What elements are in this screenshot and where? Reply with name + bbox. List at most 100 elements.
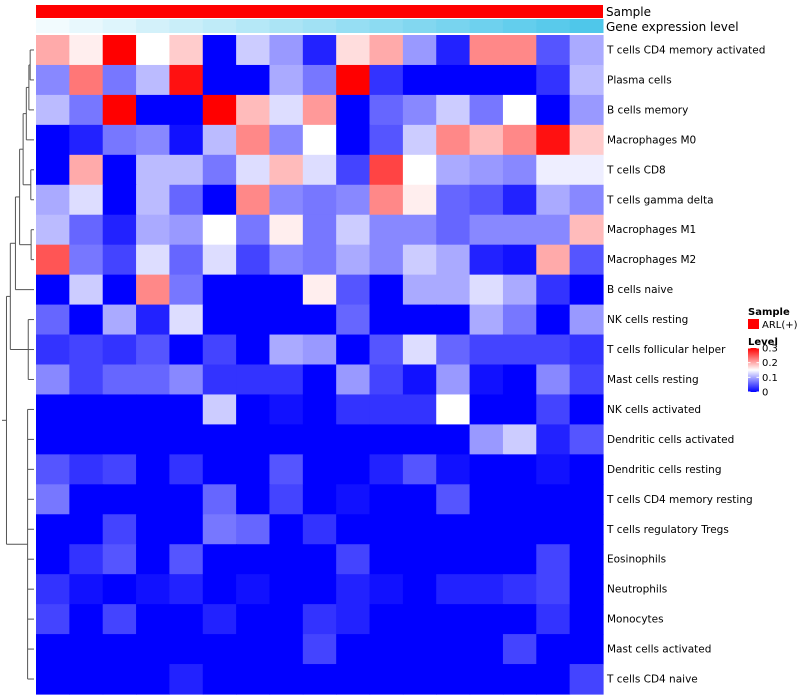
heatmap-cell [102,394,137,426]
heatmap-cell [569,35,604,66]
heatmap-cell [369,574,404,605]
heatmap-cell [169,334,204,366]
heatmap-cell [269,514,304,545]
heatmap-cell [36,154,70,186]
legend-ticks: 0.3 0.2 0.1 0 [748,344,778,399]
heatmap-cell [502,574,537,605]
heatmap-cell [402,544,437,575]
heatmap-cell [36,64,70,96]
heatmap-cell [202,64,237,96]
gene-expression-cell [436,19,471,33]
heatmap-cell [169,304,204,336]
heatmap-cell [336,634,371,665]
heatmap-cell [402,604,437,635]
heatmap-cell [436,634,471,665]
gene-expression-annotation-bar [36,19,604,33]
heatmap-cell [136,394,171,426]
heatmap-cell [169,664,204,695]
row-label: Mast cells resting [607,374,699,386]
row-label: Plasma cells [607,74,672,86]
legend-sample-swatch [748,319,759,329]
heatmap-cell [102,544,137,575]
gene-expression-cell [102,19,137,33]
heatmap-cell [336,274,371,306]
gene-expression-cell [336,19,371,33]
row-label: Dendritic cells resting [607,464,722,476]
row-label: Monocytes [607,614,664,626]
heatmap-cell [36,484,70,515]
heatmap-cell [569,664,604,695]
heatmap-cell [136,604,171,635]
heatmap-cell [69,184,104,216]
heatmap-cell [302,634,337,665]
heatmap-cell [536,514,571,545]
heatmap-cell [36,664,70,695]
heatmap-cell [536,244,571,276]
legend-tick-label: 0.1 [762,373,778,384]
heatmap-cell [102,64,137,96]
heatmap-cell [402,394,437,426]
heatmap-cell [569,454,604,485]
heatmap-cell [202,274,237,306]
heatmap-cell [336,124,371,156]
heatmap-cell [536,274,571,306]
heatmap-cell [536,604,571,635]
heatmap-cell [569,274,604,306]
heatmap-cell [502,604,537,635]
heatmap-cell [302,334,337,366]
heatmap-cell [136,214,171,246]
heatmap-cell [469,94,504,126]
heatmap-cell [302,604,337,635]
heatmap-cell [102,634,137,665]
heatmap-cell [402,64,437,96]
gene-expression-cell [36,19,70,33]
heatmap-cell [236,35,271,66]
legend: Sample ARL(+) Level 0.3 0.2 0.1 0 [748,307,798,399]
heatmap-cell [202,454,237,485]
legend-sample-title: Sample [748,307,790,318]
row-labels: T cells CD4 memory activated Plasma cells… [606,44,765,685]
heatmap-cell [36,304,70,336]
heatmap-cell [269,64,304,96]
heatmap-cell [536,394,571,426]
row-label: Mast cells activated [607,644,711,656]
heatmap-cell [402,274,437,306]
gene-expression-cell [269,19,304,33]
heatmap-cell [102,604,137,635]
heatmap-cell [402,184,437,216]
row-label: T cells regulatory Tregs [606,524,729,536]
heatmap-cell [336,244,371,276]
heatmap-cell [69,274,104,306]
heatmap-cell [369,544,404,575]
heatmap-cell [36,274,70,306]
heatmap-cell [502,544,537,575]
heatmap-cell [402,35,437,66]
heatmap-cell [469,484,504,515]
heatmap-cell [169,274,204,306]
heatmap-cell [202,35,237,66]
heatmap-cell [202,304,237,336]
heatmap-cell [369,154,404,186]
heatmap-cell [236,544,271,575]
heatmap-cell [169,574,204,605]
heatmap-cell [369,604,404,635]
heatmap-cell [302,394,337,426]
heatmap-cell [569,604,604,635]
heatmap-cell [569,394,604,426]
heatmap-cell [536,364,571,396]
heatmap-cell [236,94,271,126]
heatmap-cell [436,454,471,485]
heatmap-cell [369,454,404,485]
heatmap-cell [36,244,70,276]
gene-expression-cell [402,19,437,33]
heatmap-cell [569,574,604,605]
heatmap-cell [469,334,504,366]
heatmap-cell [469,454,504,485]
heatmap-cell [36,424,70,455]
heatmap-cell [136,454,171,485]
sample-annotation-bar [36,5,603,18]
heatmap-cell [202,154,237,186]
heatmap-cell [436,484,471,515]
annotation-tracks: Sample Gene expression level [36,5,739,34]
heatmap-cell [402,364,437,396]
